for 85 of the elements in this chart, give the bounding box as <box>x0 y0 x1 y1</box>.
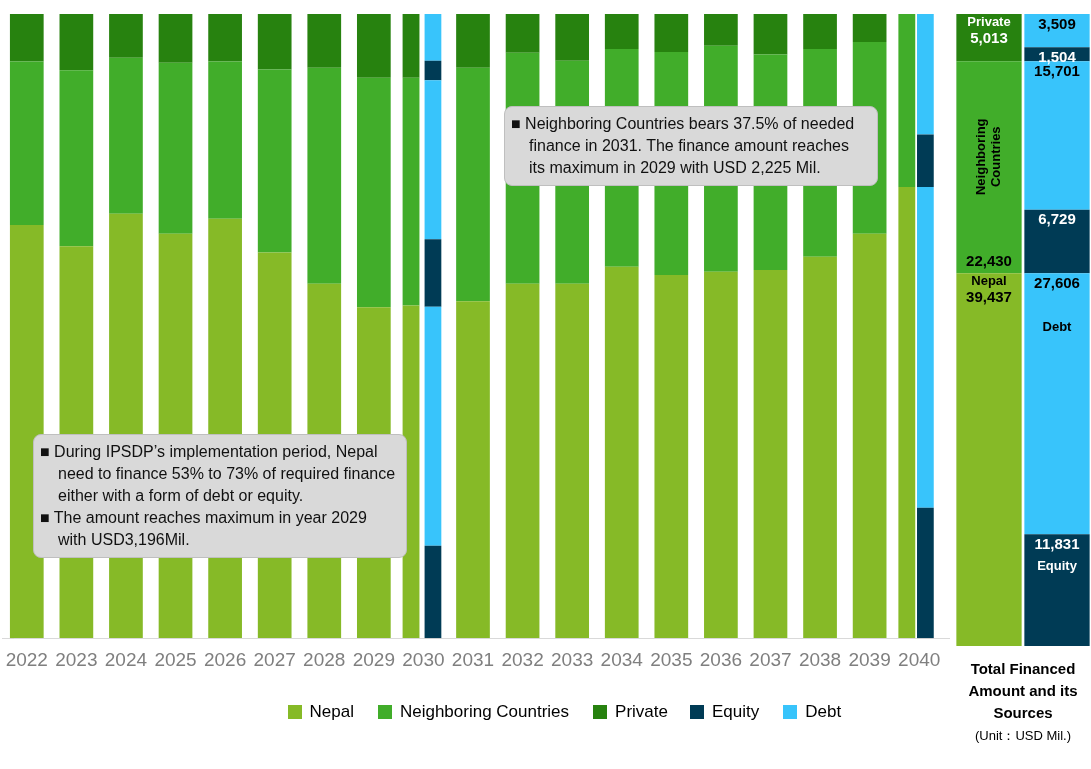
x-tick-label: 2027 <box>253 648 296 670</box>
data-label: 3,509 <box>1038 14 1076 32</box>
bar <box>704 14 738 46</box>
bar <box>307 67 342 284</box>
data-label: 27,606 <box>1034 273 1080 291</box>
bar <box>356 77 391 308</box>
bar <box>456 14 490 68</box>
bar <box>654 14 689 53</box>
bar <box>356 14 391 78</box>
legend-label: Private <box>615 702 668 722</box>
bar <box>917 507 934 639</box>
bar <box>505 14 540 53</box>
bar <box>604 266 639 639</box>
legend-label: Debt <box>805 702 842 722</box>
bar <box>257 69 292 253</box>
series-label: Private <box>967 14 1011 30</box>
bar <box>208 61 242 219</box>
annotation: ■ The amount reaches maximum in year 2029 with USD3,196Mil. <box>40 508 368 550</box>
x-tick-label: 2036 <box>699 648 743 670</box>
legend-label: Nepal <box>309 702 354 722</box>
bar <box>59 70 94 247</box>
bar <box>555 14 590 61</box>
x-tick-label: 2033 <box>551 648 594 670</box>
bar <box>424 306 442 546</box>
bar <box>257 14 292 70</box>
x-tick-label: 2030 <box>402 648 445 670</box>
bar <box>9 14 44 62</box>
bar <box>753 269 788 639</box>
bar <box>917 134 934 187</box>
x-tick-label: 2024 <box>104 648 148 670</box>
bar <box>208 14 242 62</box>
bar <box>456 301 490 639</box>
x-tick-label: 2034 <box>600 648 644 670</box>
text: Total Financed Amount and its Sources <box>967 659 1079 723</box>
bar <box>555 283 590 639</box>
bar <box>852 233 887 639</box>
x-tick-label: 2031 <box>451 648 495 670</box>
bar <box>424 80 442 240</box>
data-label: 22,430 <box>966 251 1012 269</box>
bar <box>803 14 837 49</box>
x-tick-label: 2026 <box>203 648 247 670</box>
text: (Unit：USD Mil.) <box>973 727 1073 745</box>
bar <box>109 57 143 214</box>
x-tick-label: 2028 <box>303 648 346 670</box>
data-label: 11,831 <box>1034 534 1080 552</box>
bar <box>158 14 193 63</box>
bar <box>852 14 887 43</box>
x-tick-label: 2040 <box>898 648 941 670</box>
legend-label: Equity <box>712 702 760 722</box>
bar <box>307 14 342 68</box>
series-label: Equity <box>1037 557 1078 573</box>
data-label: 6,729 <box>1038 210 1076 228</box>
bar <box>505 283 540 639</box>
bar <box>803 256 837 639</box>
bar <box>158 62 193 234</box>
series-label: Debt <box>1042 319 1073 335</box>
bar <box>654 274 689 639</box>
annotation: ■ During IPSDP’s implementation period, Nepal need to finance 53% to 73% of required finance either with a form of debt or equity. <box>40 442 397 506</box>
bar <box>59 14 94 71</box>
bar <box>753 14 788 55</box>
bar <box>424 14 442 61</box>
series-label: Neighboring Countries <box>973 118 1004 196</box>
x-tick-label: 2037 <box>749 648 792 670</box>
bar <box>424 60 442 81</box>
x-tick-label: 2039 <box>848 648 891 670</box>
legend-label: Neighboring Countries <box>399 702 570 722</box>
x-tick-label: 2032 <box>501 648 544 670</box>
bar <box>9 61 44 225</box>
x-tick-label: 2022 <box>5 648 48 670</box>
series-label: Nepal <box>971 273 1007 289</box>
bar <box>109 14 143 58</box>
data-label: 39,437 <box>966 287 1012 305</box>
bar <box>704 271 738 639</box>
x-tick-label: 2025 <box>154 648 197 670</box>
bar <box>424 545 442 639</box>
bar <box>424 239 442 307</box>
bar <box>456 67 490 302</box>
x-tick-label: 2038 <box>798 648 842 670</box>
annotation: ■ Neighboring Countries bears 37.5% of needed finance in 2031. The finance amount reaches its maximum in 2029 with USD 2,225 Mil. <box>511 114 856 178</box>
data-label: 1,504 <box>1038 47 1077 65</box>
x-tick-label: 2029 <box>352 648 395 670</box>
x-tick-label: 2035 <box>650 648 693 670</box>
bar <box>604 14 639 49</box>
x-tick-label: 2023 <box>55 648 98 670</box>
data-label: 5,013 <box>970 28 1008 46</box>
